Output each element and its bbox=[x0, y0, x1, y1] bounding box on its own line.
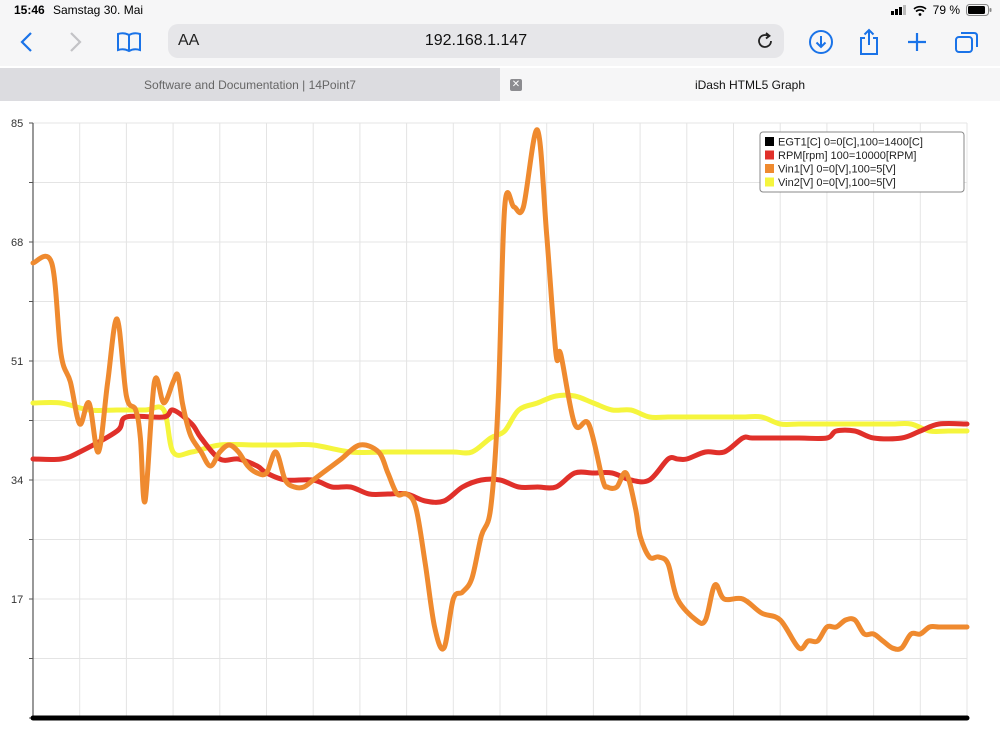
bookmarks-button[interactable] bbox=[112, 26, 146, 58]
series-line-vin1 bbox=[30, 127, 970, 652]
reload-icon[interactable] bbox=[754, 30, 776, 52]
status-bar: 15:46 Samstag 30. Mai 79 % bbox=[0, 0, 1000, 20]
chevron-left-icon bbox=[20, 32, 32, 52]
close-icon[interactable]: ✕ bbox=[510, 79, 522, 91]
tab-label: iDash HTML5 Graph bbox=[694, 77, 806, 92]
tab-label: Software and Documentation | 14Point7 bbox=[144, 77, 356, 92]
line-chart: 17 34 51 68 85 EGT1[C] 0=0[C],100=1400[C]RPM[… bbox=[11, 118, 970, 721]
battery-icon bbox=[966, 4, 992, 16]
battery-percent: 79 % bbox=[932, 3, 960, 17]
tabs-overview-button[interactable] bbox=[950, 26, 984, 58]
tab-14point7[interactable]: Software and Documentation | 14Point7 bbox=[0, 68, 500, 101]
tabs-icon bbox=[955, 32, 978, 53]
series-line-vin2 bbox=[30, 392, 970, 458]
page-content: 17 34 51 68 85 EGT1[C] 0=0[C],100=1400[C] RPM[… bbox=[0, 101, 1000, 750]
wifi-icon bbox=[913, 5, 927, 16]
url-text: 192.168.1.147 bbox=[424, 32, 528, 49]
status-date: Samstag 30. Mai bbox=[53, 3, 144, 17]
tab-idash-graph[interactable]: ✕ iDash HTML5 Graph bbox=[500, 68, 1000, 101]
status-time: 15:46 bbox=[14, 3, 45, 17]
legend-box bbox=[759, 131, 965, 193]
share-button[interactable] bbox=[852, 26, 886, 58]
chevron-right-icon bbox=[70, 32, 82, 52]
series-line-rpm bbox=[30, 407, 970, 505]
forward-button[interactable] bbox=[58, 26, 92, 58]
legend-swatch-rpm bbox=[765, 150, 774, 160]
new-tab-button[interactable] bbox=[900, 26, 934, 58]
y-tick-label: 68 bbox=[11, 237, 23, 249]
share-icon bbox=[860, 28, 878, 55]
signal-icon bbox=[890, 5, 906, 15]
y-tick-label: 17 bbox=[11, 594, 23, 606]
legend-label-vin2: Vin2[V] 0=0[V],100=5[V] bbox=[778, 177, 896, 189]
reader-label: AA bbox=[178, 32, 200, 49]
download-button[interactable] bbox=[804, 26, 838, 58]
back-button[interactable] bbox=[10, 26, 44, 58]
legend-label-egt1: EGT1[C] 0=0[C],100=1400[C] bbox=[778, 137, 923, 149]
legend-swatch-vin1 bbox=[765, 164, 774, 173]
legend-swatch-vin2 bbox=[765, 177, 774, 187]
plus-icon bbox=[908, 33, 926, 51]
y-tick-label: 34 bbox=[11, 475, 23, 487]
status-indicators: 79 % bbox=[890, 3, 992, 17]
y-tick-label: 51 bbox=[11, 356, 23, 368]
browser-toolbar: AA 192.168.1.147 bbox=[0, 20, 1000, 66]
legend-label-vin1: Vin1[V] 0=0[V],100=5[V] bbox=[778, 164, 896, 176]
tab-bar: Software and Documentation | 14Point7 ✕ … bbox=[0, 68, 1000, 101]
book-icon bbox=[117, 32, 141, 53]
download-icon bbox=[809, 30, 833, 54]
legend-swatch-egt1 bbox=[765, 137, 774, 146]
reader-button[interactable]: AA bbox=[178, 32, 199, 50]
address-bar[interactable]: AA 192.168.1.147 bbox=[168, 24, 784, 58]
legend-label-rpm: RPM[rpm] 100=10000[RPM] bbox=[778, 150, 916, 162]
y-tick-label: 85 bbox=[11, 118, 23, 130]
